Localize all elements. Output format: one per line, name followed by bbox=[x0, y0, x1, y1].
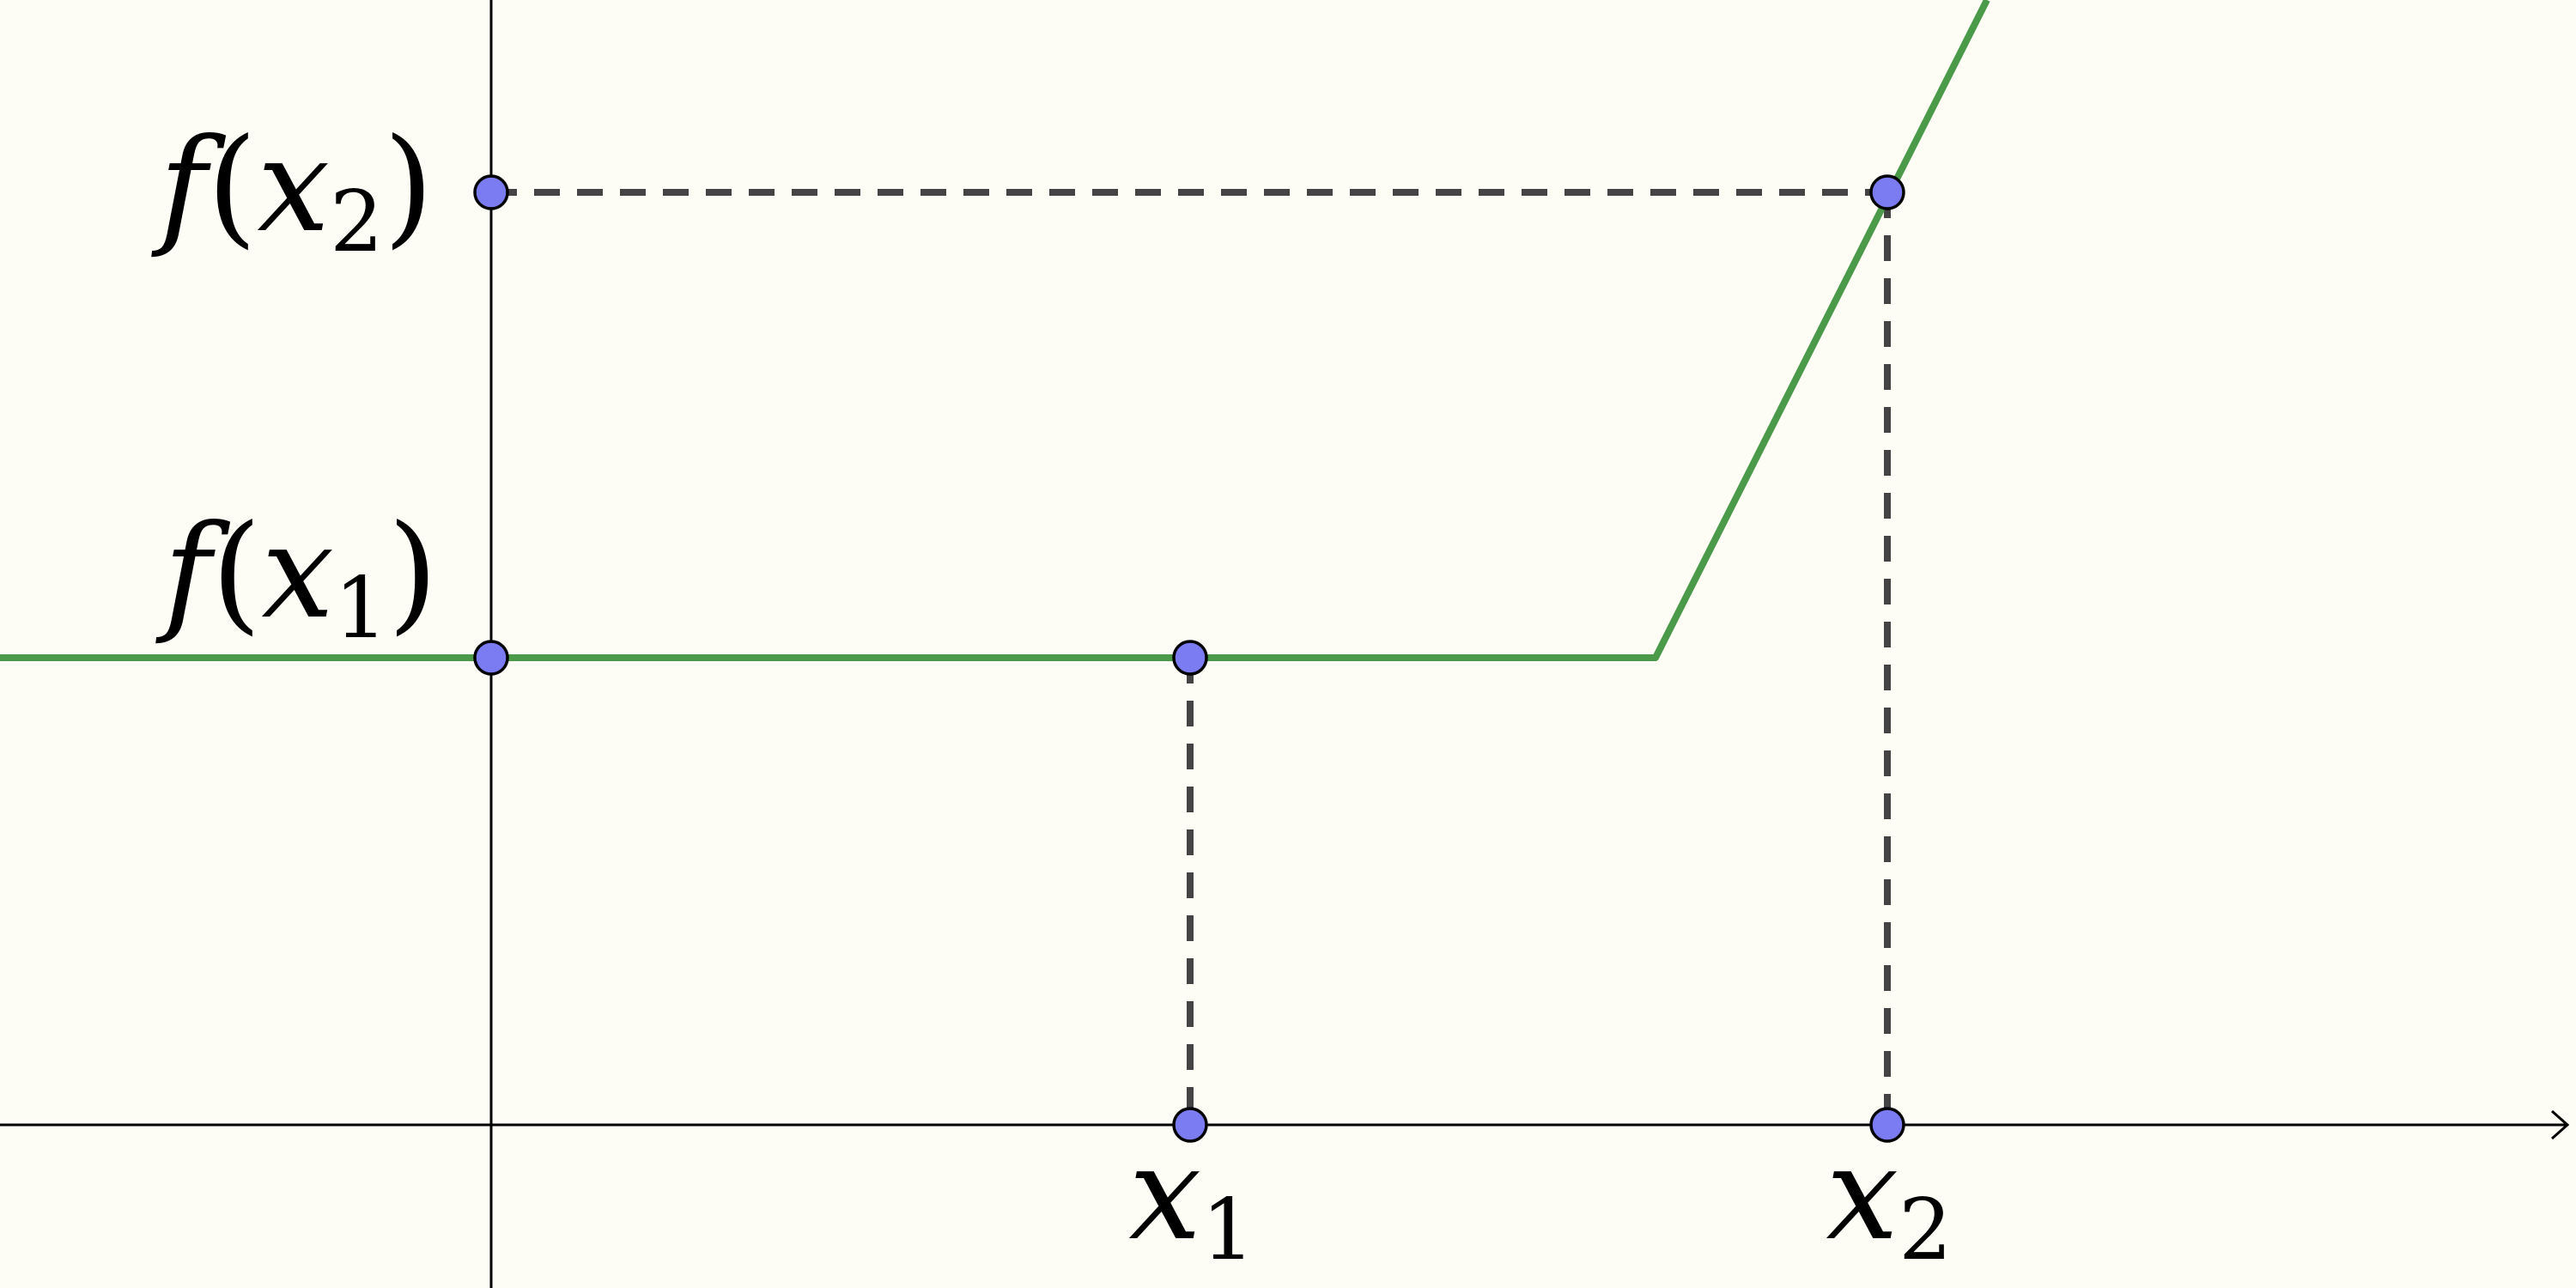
label-f-x2-close: ) bbox=[383, 112, 434, 261]
label-f-x1: f(x1) bbox=[155, 498, 438, 658]
label-f-x2: f(x2) bbox=[150, 112, 434, 271]
label-x2: x2 bbox=[1826, 1120, 1953, 1279]
point-x2-on-x-axis bbox=[1869, 1107, 1905, 1143]
point-f-x1-on-y-axis bbox=[473, 640, 509, 676]
point-graph-at-x1 bbox=[1172, 640, 1208, 676]
label-f-x2-var: x bbox=[258, 112, 331, 261]
point-f-x2-on-y-axis bbox=[473, 174, 509, 210]
label-f-x1-var: x bbox=[262, 498, 335, 647]
label-f-x1-open: ( bbox=[211, 498, 262, 647]
label-f-x1-close: ) bbox=[387, 498, 438, 647]
function-graph bbox=[0, 0, 1990, 661]
label-f-x1-sub: 1 bbox=[334, 560, 387, 658]
label-x1-sub: 1 bbox=[1201, 1182, 1255, 1279]
label-x1: x1 bbox=[1129, 1120, 1255, 1279]
label-x2-sub: 2 bbox=[1899, 1182, 1952, 1279]
label-x2-var: x bbox=[1826, 1120, 1899, 1269]
point-x1-on-x-axis bbox=[1172, 1107, 1208, 1143]
label-f-x2-open: ( bbox=[207, 112, 258, 261]
x-axis-arrowhead bbox=[2551, 1109, 2570, 1140]
label-x1-var: x bbox=[1129, 1120, 1202, 1269]
label-f-x2-sub: 2 bbox=[330, 173, 383, 271]
point-graph-at-x2 bbox=[1869, 174, 1905, 210]
